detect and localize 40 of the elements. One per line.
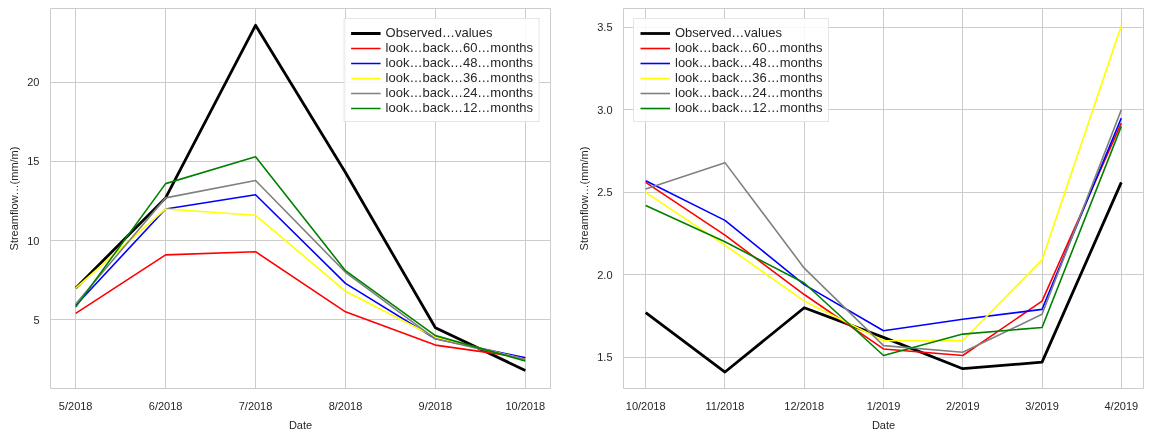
x-tick-label: 3/2019 xyxy=(1025,399,1059,412)
legend-label: look…back…48…months xyxy=(385,55,533,70)
y-axis-title: Streamflow…(mm/m) xyxy=(8,146,21,251)
y-tick-label: 3.5 xyxy=(597,21,613,34)
legend-label: look…back…12…months xyxy=(675,100,823,115)
x-tick-label: 11/2018 xyxy=(705,399,745,412)
x-tick-label: 4/2019 xyxy=(1104,399,1139,412)
x-tick-label: 10/2018 xyxy=(505,399,546,412)
x-tick-label: 5/2018 xyxy=(58,399,93,412)
y-tick-label: 3.0 xyxy=(597,103,613,116)
y-tick-label: 10 xyxy=(27,234,40,247)
y-tick-label: 1.5 xyxy=(597,351,613,364)
legend-label: look…back…24…months xyxy=(385,85,533,100)
x-tick-label: 9/2018 xyxy=(418,399,453,412)
y-tick-label: 15 xyxy=(27,155,40,168)
y-tick-label: 2.0 xyxy=(597,268,613,281)
y-tick-label: 2.5 xyxy=(597,186,613,199)
line-series xyxy=(644,181,1123,374)
x-axis-title: Date xyxy=(288,418,313,431)
legend-label: look…back…36…months xyxy=(675,70,823,85)
x-tick-label: 12/2018 xyxy=(784,399,825,412)
x-tick-label: 6/2018 xyxy=(148,399,183,412)
y-tick-label: 5 xyxy=(33,313,40,326)
x-tick-label: 8/2018 xyxy=(328,399,363,412)
legend-label: look…back…48…months xyxy=(675,55,823,70)
legend-label: look…back…24…months xyxy=(675,85,823,100)
legend-label: Observed…values xyxy=(675,25,782,40)
line-series xyxy=(644,25,1123,342)
x-tick-label: 1/2019 xyxy=(866,399,901,412)
x-tick-label: 10/2018 xyxy=(625,399,666,412)
x-axis-title: Date xyxy=(871,418,896,431)
y-tick-label: 20 xyxy=(27,76,40,89)
legend-label: look…back…60…months xyxy=(675,40,823,55)
x-tick-label: 2/2019 xyxy=(945,399,980,412)
y-axis-title: Streamflow…(mm/m) xyxy=(578,146,591,251)
legend-label: Observed…values xyxy=(385,25,493,40)
legend-label: look…back…12…months xyxy=(385,100,533,115)
legend-label: look…back…36…months xyxy=(385,70,533,85)
x-tick-label: 7/2018 xyxy=(238,399,273,412)
legend-label: look…back…60…months xyxy=(385,40,533,55)
